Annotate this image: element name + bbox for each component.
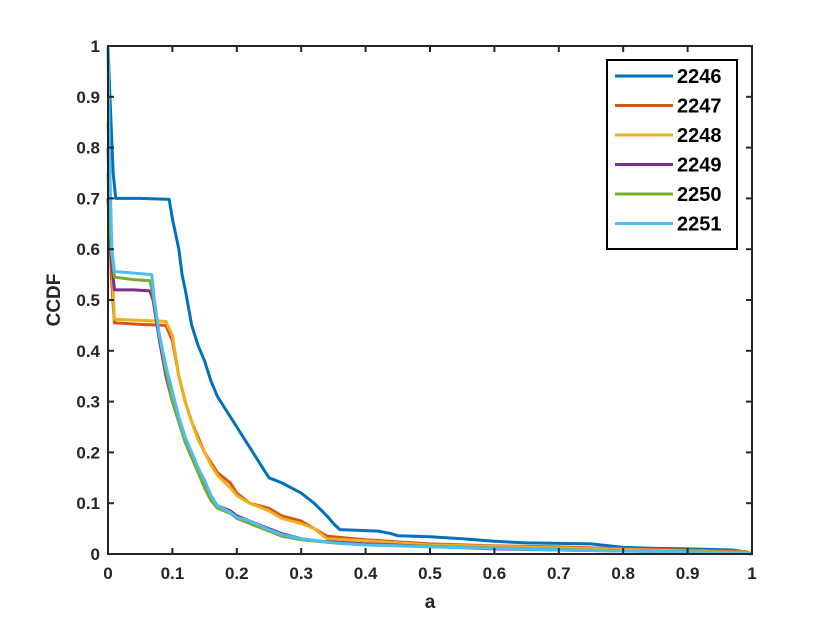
x-tick-label: 0.2 — [225, 564, 249, 583]
x-tick-label: 0.1 — [161, 564, 185, 583]
y-axis-label: CCDF — [44, 274, 65, 327]
x-tick-label: 1 — [747, 564, 756, 583]
series-line-2251 — [106, 45, 753, 556]
y-tick-label: 0.3 — [76, 393, 100, 412]
x-tick-label: 0.5 — [418, 564, 442, 583]
y-tick-label: 0.4 — [76, 342, 100, 361]
legend: 2246 2247 2248 2249 2250 2251 — [606, 59, 738, 250]
tick-layer: 0 0.1 0.2 0.3 0.4 0.5 0.6 0.7 0.8 0.9 1 0 0.1 0.2 0.3 0… — [76, 37, 756, 583]
legend-label-2251: 2251 — [677, 214, 722, 236]
legend-box — [606, 59, 738, 250]
legend-label-2246: 2246 — [677, 66, 722, 88]
y-tick-label: 1 — [91, 37, 100, 56]
legend-label-2249: 2249 — [677, 155, 722, 177]
x-tick-label: 0.4 — [354, 564, 378, 583]
x-axis-label: a — [425, 592, 436, 613]
y-tick-label: 0.1 — [76, 494, 100, 513]
y-tick-label: 0.7 — [76, 189, 100, 208]
series-line-2248 — [106, 122, 753, 556]
x-tick-label: 0.3 — [289, 564, 313, 583]
y-tick-label: 0 — [91, 545, 100, 564]
y-tick-label: 0.8 — [76, 139, 100, 158]
x-tick-label: 0.6 — [483, 564, 507, 583]
legend-label-2250: 2250 — [677, 184, 722, 206]
x-tick-label: 0.8 — [611, 564, 635, 583]
legend-label-2247: 2247 — [677, 96, 722, 118]
x-tick-label: 0.9 — [676, 564, 700, 583]
y-tick-label: 0.6 — [76, 240, 100, 259]
y-tick-label: 0.5 — [76, 291, 100, 310]
y-tick-label: 0.2 — [76, 443, 100, 462]
legend-label-2248: 2248 — [677, 125, 722, 147]
y-tick-label: 0.9 — [76, 88, 100, 107]
x-tick-label: 0 — [103, 564, 112, 583]
series-layer — [106, 45, 753, 556]
series-line-2246 — [106, 45, 753, 556]
x-tick-label: 0.7 — [547, 564, 571, 583]
